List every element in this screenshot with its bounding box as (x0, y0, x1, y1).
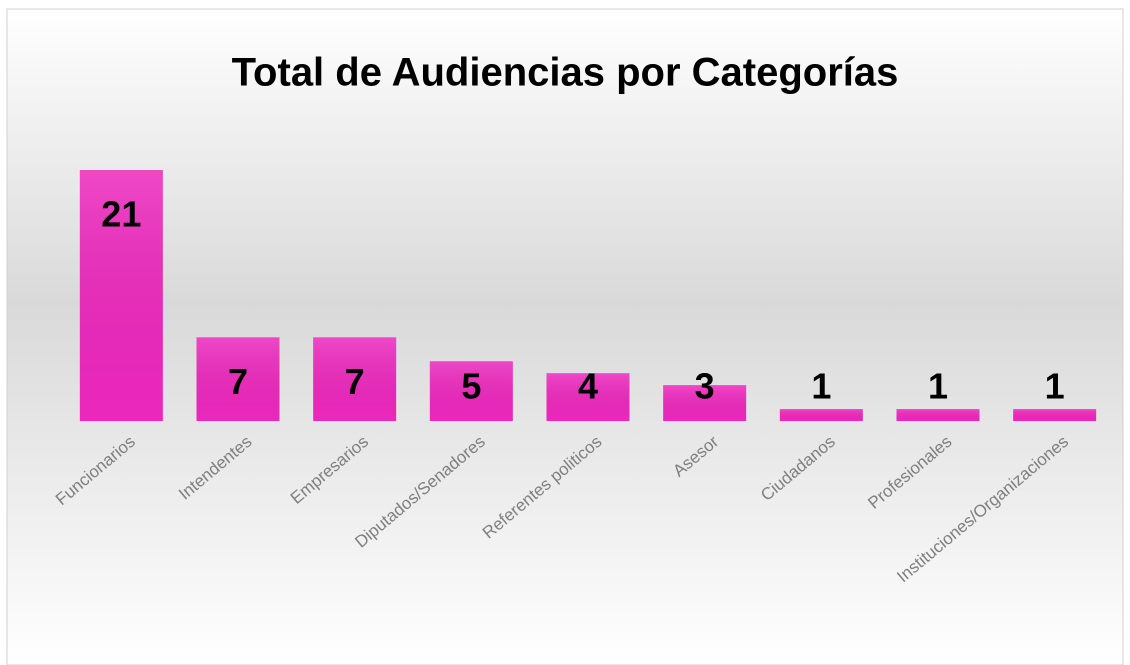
bar-sheen (779, 409, 863, 421)
data-label: 1 (928, 366, 948, 407)
data-label: 4 (578, 366, 598, 407)
bar-sheen (313, 337, 397, 421)
bar-sheen (896, 409, 980, 421)
bar-sheen (79, 170, 163, 421)
data-label: 7 (228, 361, 248, 402)
data-label: 5 (461, 366, 481, 407)
data-label: 1 (811, 366, 831, 407)
bar-sheen (196, 337, 280, 421)
bar-sheen (1013, 409, 1097, 421)
data-label: 7 (345, 361, 365, 402)
data-label: 3 (695, 366, 715, 407)
chart-frame (6, 8, 1124, 665)
bar-sheen (429, 361, 513, 421)
data-label: 1 (1045, 366, 1065, 407)
bar-sheen (663, 385, 747, 421)
data-label: 21 (101, 194, 141, 235)
bar-sheen (546, 373, 630, 421)
chart-title: Total de Audiencias por Categorías (232, 51, 899, 95)
